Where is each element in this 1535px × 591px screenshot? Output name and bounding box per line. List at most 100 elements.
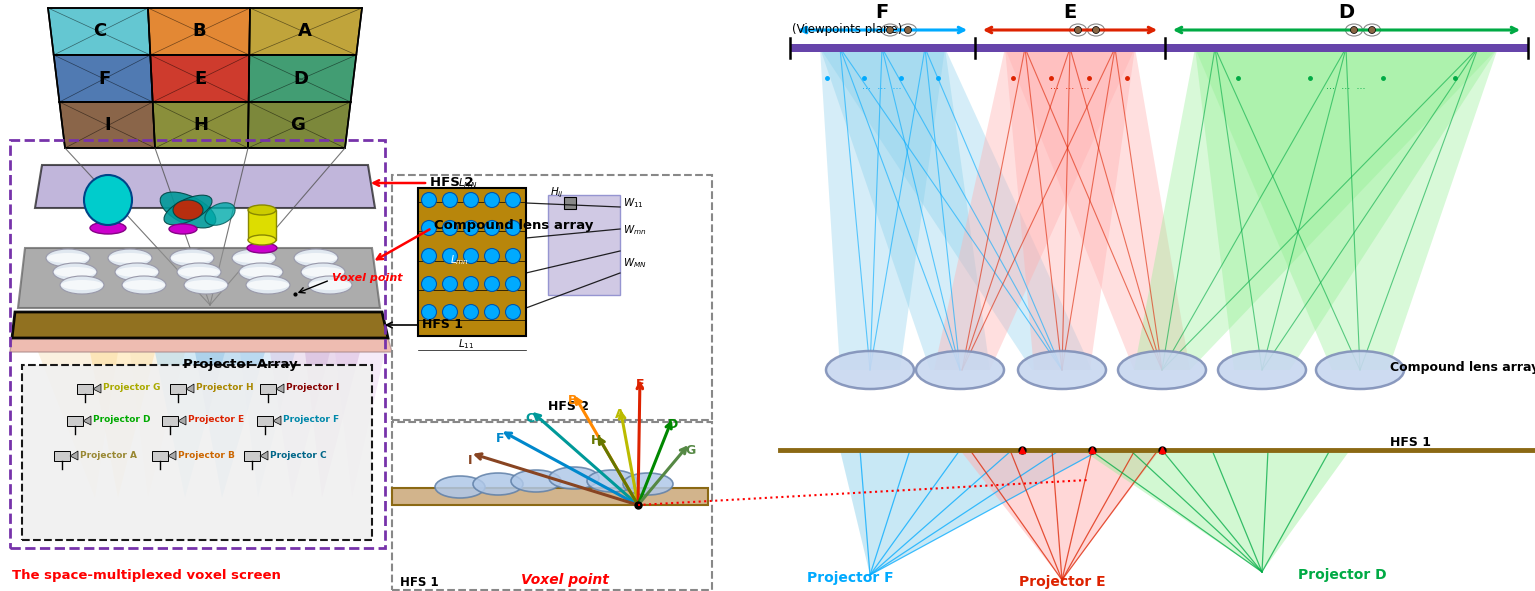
Ellipse shape: [904, 27, 912, 34]
Polygon shape: [273, 416, 281, 425]
Polygon shape: [820, 48, 1091, 370]
Ellipse shape: [301, 263, 345, 281]
Bar: [54, 451, 71, 461]
Ellipse shape: [169, 224, 196, 234]
Polygon shape: [167, 451, 177, 460]
Bar: [548, 195, 620, 295]
Text: G: G: [685, 444, 695, 457]
Polygon shape: [1082, 450, 1349, 572]
Ellipse shape: [623, 473, 672, 495]
Ellipse shape: [178, 267, 220, 277]
Ellipse shape: [117, 267, 158, 277]
Text: D: D: [1339, 2, 1354, 21]
Polygon shape: [391, 488, 708, 505]
Text: F: F: [496, 431, 505, 444]
Ellipse shape: [900, 24, 916, 36]
Polygon shape: [147, 8, 250, 55]
Bar: [68, 416, 83, 426]
Text: Projector I: Projector I: [286, 384, 339, 392]
Ellipse shape: [247, 243, 276, 253]
Text: B: B: [568, 395, 577, 408]
Text: A: A: [298, 22, 312, 41]
Ellipse shape: [1217, 351, 1306, 389]
Text: $W_{11}$: $W_{11}$: [623, 196, 643, 210]
Ellipse shape: [442, 220, 457, 235]
Text: $W_{MN}$: $W_{MN}$: [623, 256, 646, 270]
Ellipse shape: [464, 248, 479, 264]
Bar: [77, 384, 94, 394]
Text: HFS 1: HFS 1: [401, 576, 439, 589]
Text: $H_{ij}$: $H_{ij}$: [550, 186, 563, 200]
Text: Projector A: Projector A: [80, 450, 137, 459]
Polygon shape: [12, 312, 388, 338]
Polygon shape: [54, 55, 152, 102]
Polygon shape: [335, 352, 385, 498]
Text: A: A: [616, 408, 625, 421]
Ellipse shape: [505, 220, 520, 235]
Ellipse shape: [1346, 24, 1363, 36]
Polygon shape: [1005, 48, 1134, 370]
Polygon shape: [195, 352, 266, 498]
Ellipse shape: [123, 280, 164, 290]
Ellipse shape: [61, 280, 103, 290]
Ellipse shape: [1117, 351, 1207, 389]
Polygon shape: [239, 352, 295, 498]
Ellipse shape: [204, 203, 235, 225]
Text: ...  ...  ...: ... ... ...: [863, 81, 901, 91]
Text: $W_{mn}$: $W_{mn}$: [623, 223, 646, 237]
Ellipse shape: [309, 276, 352, 294]
Ellipse shape: [249, 205, 276, 215]
Text: G: G: [290, 116, 305, 134]
Ellipse shape: [184, 276, 229, 294]
Ellipse shape: [485, 248, 499, 264]
Ellipse shape: [46, 249, 91, 267]
Ellipse shape: [84, 175, 132, 225]
Ellipse shape: [473, 473, 523, 495]
Polygon shape: [150, 55, 249, 102]
Polygon shape: [60, 102, 155, 148]
Polygon shape: [820, 48, 990, 370]
Ellipse shape: [485, 220, 499, 235]
Polygon shape: [178, 416, 186, 425]
Ellipse shape: [442, 193, 457, 207]
Text: ...  ...  ...: ... ... ...: [1050, 81, 1090, 91]
Polygon shape: [91, 352, 155, 498]
Ellipse shape: [1018, 351, 1107, 389]
Bar: [563, 197, 576, 209]
Bar: [21, 365, 371, 540]
Text: HFS 1: HFS 1: [1391, 436, 1431, 449]
Ellipse shape: [164, 195, 212, 225]
Text: $L_{mn}$: $L_{mn}$: [450, 253, 470, 267]
Text: I: I: [468, 454, 473, 467]
Text: E: E: [193, 70, 206, 87]
Text: (Viewpoints plane): (Viewpoints plane): [792, 24, 903, 37]
Ellipse shape: [422, 220, 436, 235]
Ellipse shape: [107, 249, 152, 267]
Ellipse shape: [109, 253, 150, 263]
Ellipse shape: [464, 193, 479, 207]
Ellipse shape: [170, 249, 213, 267]
Text: Projector F: Projector F: [807, 571, 893, 585]
Ellipse shape: [505, 193, 520, 207]
Ellipse shape: [464, 220, 479, 235]
Ellipse shape: [48, 253, 89, 263]
Ellipse shape: [239, 263, 282, 281]
Text: Projector D: Projector D: [94, 415, 150, 424]
Text: D: D: [293, 70, 309, 87]
Polygon shape: [305, 352, 361, 498]
Bar: [791, 44, 1527, 52]
Text: I: I: [104, 116, 112, 134]
Text: ...  ...  ...: ... ... ...: [1326, 81, 1366, 91]
Ellipse shape: [173, 200, 203, 220]
Polygon shape: [18, 248, 381, 308]
Text: C: C: [94, 22, 106, 41]
Text: Compound lens array: Compound lens array: [1391, 362, 1535, 375]
Bar: [170, 384, 186, 394]
Ellipse shape: [160, 192, 216, 228]
Ellipse shape: [91, 222, 126, 234]
Polygon shape: [959, 450, 1160, 580]
Text: Projector H: Projector H: [196, 384, 253, 392]
Ellipse shape: [464, 277, 479, 291]
Text: Projector E: Projector E: [1019, 575, 1105, 589]
Ellipse shape: [246, 276, 290, 294]
